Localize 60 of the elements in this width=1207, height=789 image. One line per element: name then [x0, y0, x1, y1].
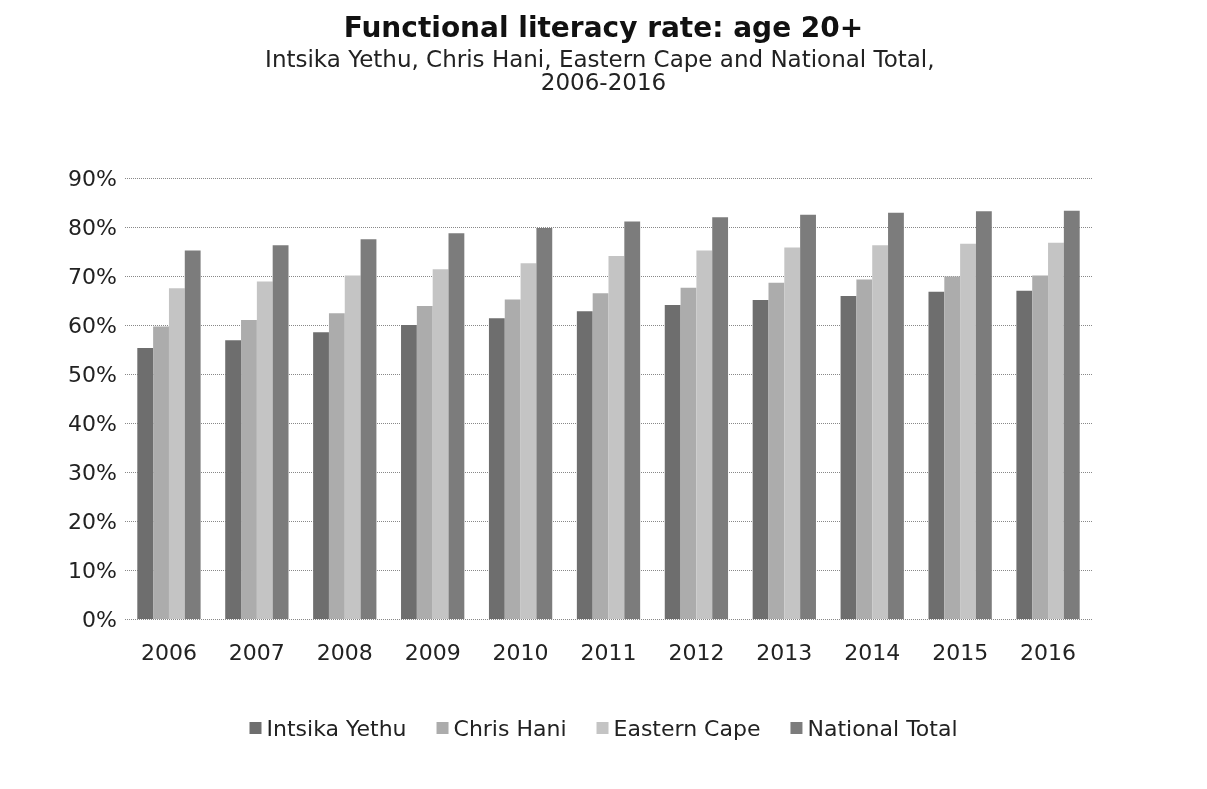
chart-title: Functional literacy rate: age 20+ — [343, 10, 864, 44]
bar — [153, 326, 169, 619]
bar — [328, 313, 345, 619]
bar — [1016, 290, 1033, 619]
legend-label: National Total — [807, 715, 958, 741]
y-tick-label: 10% — [68, 557, 117, 583]
bar — [592, 293, 609, 619]
bar — [488, 318, 505, 619]
bar — [504, 299, 521, 619]
y-tick-label: 60% — [68, 312, 117, 338]
y-tick-label: 70% — [68, 263, 117, 289]
y-tick-label: 50% — [68, 361, 117, 387]
bar — [752, 300, 769, 619]
chart-subtitle: Intsika Yethu, Chris Hani, Eastern Cape and National Total, 2006-2016 — [265, 45, 942, 95]
x-tick-label: 2016 — [1020, 639, 1077, 665]
x-tick-label: 2009 — [404, 639, 461, 665]
bar — [840, 296, 857, 619]
bar — [784, 247, 801, 619]
x-tick-label: 2006 — [140, 639, 197, 665]
y-tick-label: 30% — [68, 459, 117, 485]
y-tick-label: 90% — [68, 165, 117, 191]
bar — [696, 250, 713, 619]
bar — [576, 311, 593, 619]
bar — [1048, 242, 1064, 619]
y-tick-label: 0% — [82, 606, 117, 632]
bar — [137, 348, 154, 619]
bar — [928, 291, 945, 619]
bar — [416, 305, 433, 619]
bar — [344, 275, 361, 619]
y-tick-label: 20% — [68, 508, 117, 534]
bar — [520, 263, 537, 619]
x-tick-label: 2010 — [492, 639, 549, 665]
bar — [241, 320, 257, 619]
x-tick-label: 2012 — [668, 639, 725, 665]
bar — [768, 282, 785, 619]
x-tick-label: 2008 — [316, 639, 373, 665]
bar — [401, 325, 417, 619]
bar — [168, 288, 185, 619]
legend-label: Chris Hani — [453, 715, 567, 741]
x-tick-label: 2011 — [580, 639, 637, 665]
x-tick-label: 2015 — [932, 639, 989, 665]
y-tick-label: 40% — [68, 410, 117, 436]
legend-label: Eastern Cape — [613, 715, 761, 741]
bar — [664, 304, 681, 619]
bar — [1032, 275, 1049, 619]
legend-label: Intsika Yethu — [266, 715, 407, 741]
y-tick-label: 80% — [68, 214, 117, 240]
bar — [960, 243, 976, 619]
bar — [313, 332, 329, 619]
bar — [608, 255, 625, 619]
bar — [432, 269, 449, 619]
x-tick-label: 2007 — [228, 639, 285, 665]
bar — [680, 287, 697, 619]
bar — [872, 245, 889, 619]
bar — [256, 281, 273, 619]
x-tick-label: 2014 — [844, 639, 901, 665]
bar — [225, 340, 242, 619]
bar — [856, 279, 873, 619]
bar — [944, 276, 961, 619]
x-tick-label: 2013 — [756, 639, 813, 665]
